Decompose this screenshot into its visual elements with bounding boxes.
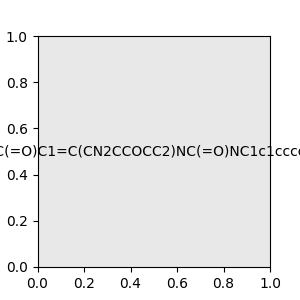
Text: CCOC(=O)C1=C(CN2CCOCC2)NC(=O)NC1c1ccccc1OC: CCOC(=O)C1=C(CN2CCOCC2)NC(=O)NC1c1ccccc1…: [0, 145, 300, 158]
